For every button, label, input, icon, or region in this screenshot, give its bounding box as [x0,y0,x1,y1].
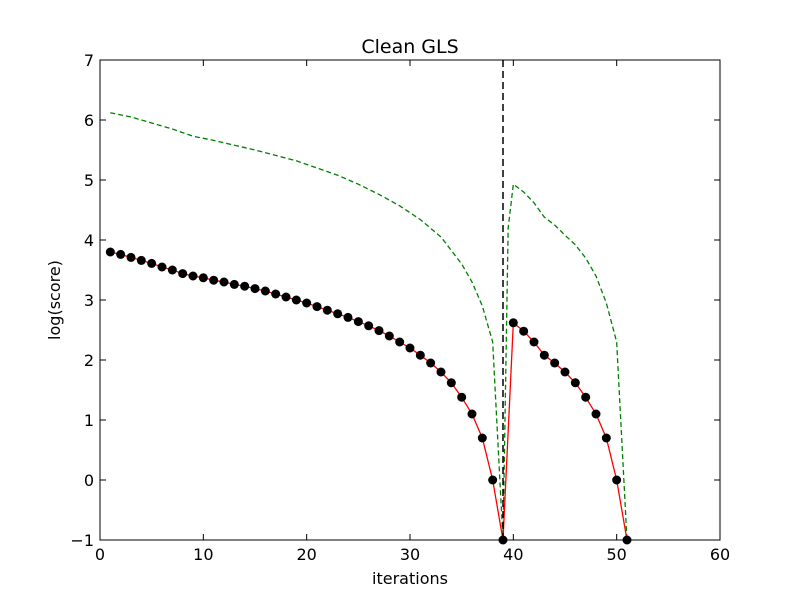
data-point [581,392,591,402]
data-point [415,350,425,360]
data-point [612,475,622,485]
data-point [126,252,136,262]
data-point [105,247,115,257]
data-point [219,277,229,287]
y-tick-label: 1 [84,411,94,430]
data-point [209,275,219,285]
y-tick-label: 3 [84,291,94,310]
data-point [302,298,312,308]
data-point [405,343,415,353]
data-point [457,392,467,402]
x-tick-label: 60 [710,545,730,564]
data-point [343,312,353,322]
data-point [488,475,498,485]
data-point [560,367,570,377]
x-tick-label: 30 [400,545,420,564]
x-tick-label: 40 [503,545,523,564]
data-point [384,331,394,341]
data-point [591,409,601,419]
x-tick-label: 20 [296,545,316,564]
data-point [291,295,301,305]
y-axis-label: log(score) [45,260,64,340]
data-point [312,302,322,312]
data-point [178,269,188,279]
data-point [198,273,208,283]
y-tick-label: 6 [84,111,94,130]
data-point [240,281,250,291]
data-point [260,286,270,296]
y-tick-label: −1 [70,531,94,550]
data-point [508,318,518,328]
data-point [271,289,281,299]
data-point [333,309,343,319]
data-point [477,433,487,443]
data-point [570,378,580,388]
data-point [136,255,146,265]
data-point [229,279,239,289]
x-tick-label: 0 [95,545,105,564]
data-point [353,317,363,327]
data-point [281,292,291,302]
y-tick-label: 2 [84,351,94,370]
data-point [322,305,332,315]
data-point [519,326,529,336]
data-point [601,433,611,443]
series-green-dashed-line [110,112,628,540]
data-point [426,358,436,368]
data-point [374,326,384,336]
data-point [436,367,446,377]
data-point [250,284,260,294]
data-point [395,337,405,347]
data-point [446,378,456,388]
chart-title: Clean GLS [361,36,458,58]
data-point [188,271,198,281]
data-point [539,350,549,360]
y-tick-label: 5 [84,171,94,190]
data-point [167,265,177,275]
data-point [467,409,477,419]
y-tick-label: 7 [84,51,94,70]
data-point [364,321,374,331]
y-tick-label: 4 [84,231,94,250]
x-axis-label: iterations [372,569,448,588]
data-point [116,249,126,259]
y-tick-label: 0 [84,471,94,490]
data-point [157,262,167,272]
data-point [147,258,157,268]
data-point [529,337,539,347]
x-tick-label: 10 [193,545,213,564]
data-point [550,358,560,368]
x-tick-label: 50 [606,545,626,564]
